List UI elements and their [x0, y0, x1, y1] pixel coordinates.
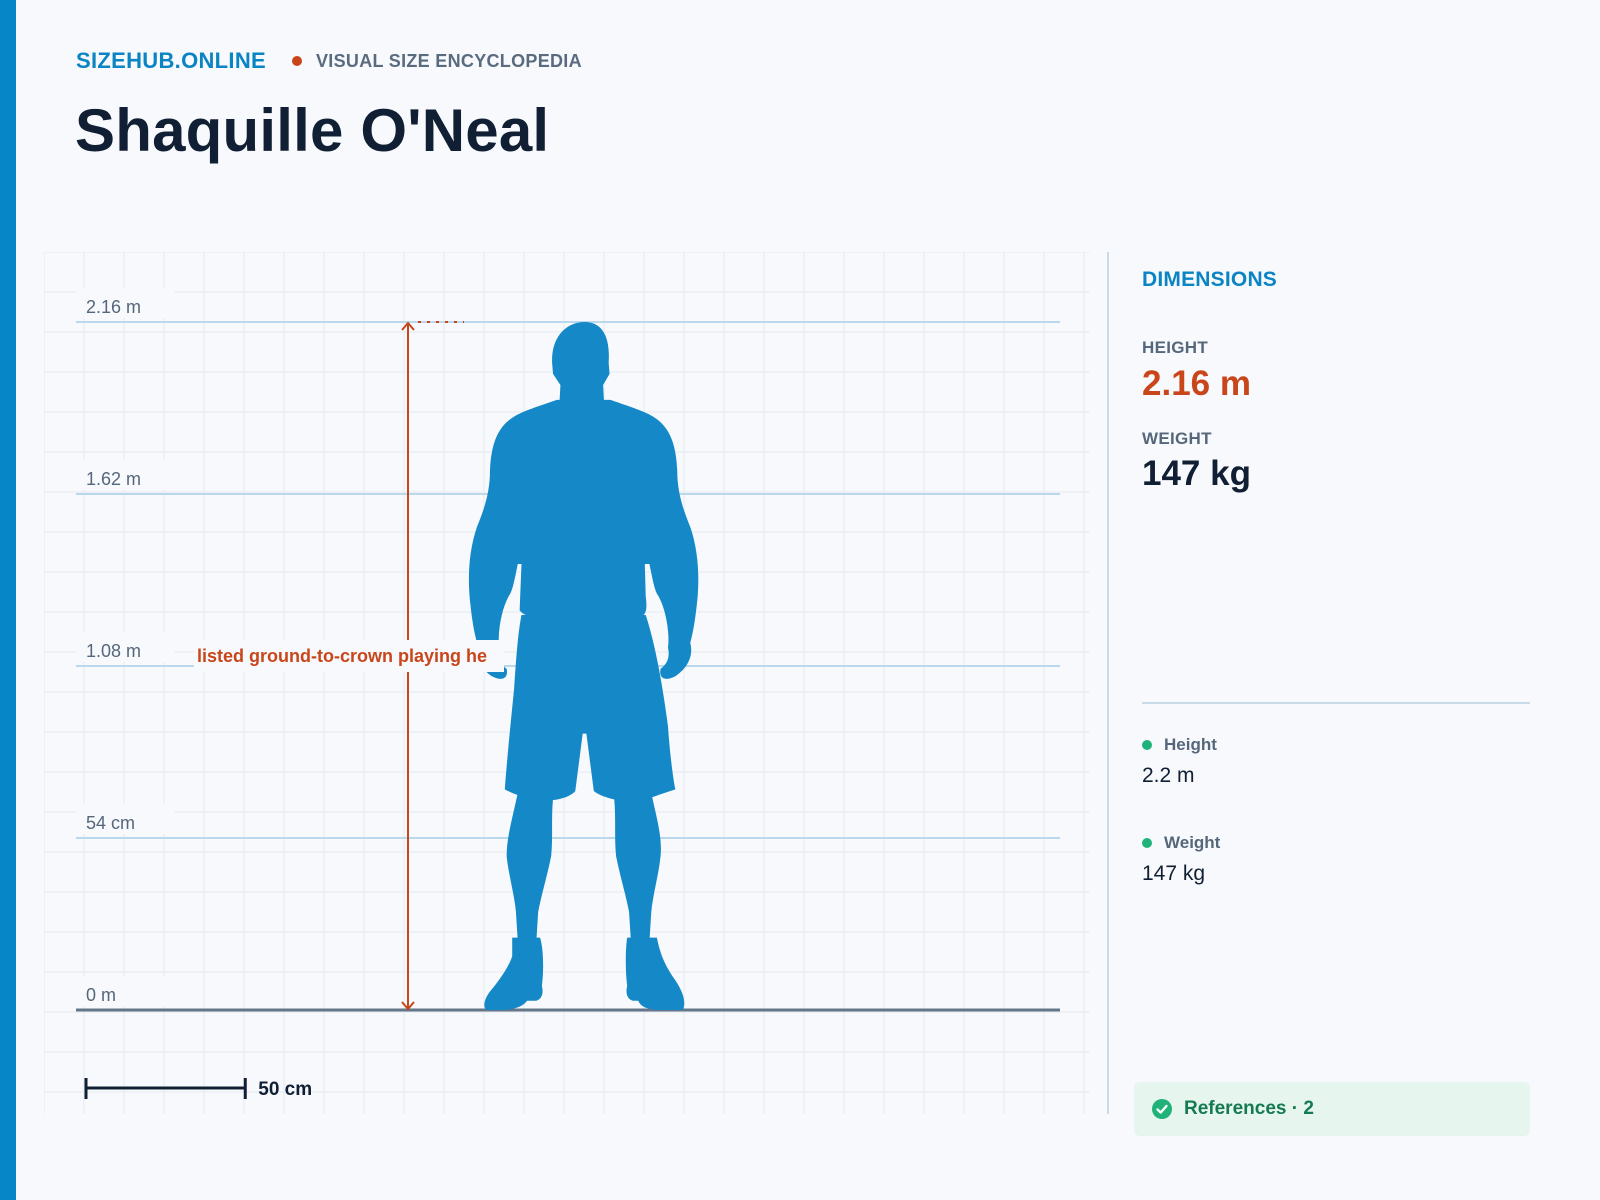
height-axis: 0 m 54 cm 1.08 m 1.62 m 2.16 m	[76, 288, 1060, 1012]
weight-value: 147 kg	[1142, 454, 1251, 493]
brand-name[interactable]: SIZEHUB.ONLINE	[76, 48, 266, 73]
height-label: HEIGHT	[1142, 338, 1209, 357]
check-circle-icon	[1152, 1099, 1172, 1119]
size-comparison-chart: 0 m 54 cm 1.08 m 1.62 m 2.16 m listed ground…	[44, 252, 1090, 1114]
axis-tick-label: 1.62 m	[86, 469, 141, 489]
source-height-label: Height	[1164, 735, 1217, 754]
accent-bar	[0, 0, 16, 1200]
measure-arrow-bottom	[401, 1001, 415, 1011]
source-height-row: Height	[1142, 735, 1217, 755]
measure-arrow-top	[401, 321, 415, 331]
measure-note: listed ground-to-crown playing he	[197, 646, 487, 666]
axis-label-background	[76, 632, 174, 662]
axis-label-background	[76, 804, 174, 834]
axis-label-background	[76, 460, 174, 490]
brand-tagline: VISUAL SIZE ENCYCLOPEDIA	[316, 50, 582, 71]
source-status-dot	[1142, 838, 1152, 848]
panel-divider	[1107, 252, 1109, 1114]
references-button[interactable]: References · 2	[1134, 1082, 1530, 1136]
page-title: Shaquille O'Neal	[75, 97, 550, 164]
axis-tick-label: 2.16 m	[86, 297, 141, 317]
person-silhouette-icon	[468, 322, 699, 1010]
source-height-value: 2.2 m	[1142, 764, 1195, 787]
height-value: 2.16 m	[1142, 364, 1251, 403]
axis-label-background	[76, 288, 174, 318]
axis-tick-label: 1.08 m	[86, 641, 141, 661]
axis-tick-label: 54 cm	[86, 813, 135, 833]
source-weight-label: Weight	[1164, 833, 1221, 852]
measure-note-background	[194, 640, 504, 672]
weight-label: WEIGHT	[1142, 429, 1212, 448]
scale-bar-label: 50 cm	[258, 1079, 312, 1100]
scale-bar: 50 cm	[84, 1078, 312, 1100]
chart-canvas: 0 m 54 cm 1.08 m 1.62 m 2.16 m listed ground…	[44, 252, 1090, 1114]
brand-row: SIZEHUB.ONLINE VISUAL SIZE ENCYCLOPEDIA	[76, 46, 582, 76]
panel-separator	[1142, 702, 1530, 704]
source-status-dot	[1142, 740, 1152, 750]
dimensions-heading: DIMENSIONS	[1142, 268, 1278, 291]
references-label: References · 2	[1184, 1098, 1314, 1119]
axis-label-background	[76, 976, 174, 1006]
axis-tick-label: 0 m	[86, 985, 116, 1005]
source-weight-row: Weight	[1142, 833, 1220, 853]
source-weight-value: 147 kg	[1142, 862, 1206, 885]
brand-separator-dot	[292, 56, 302, 66]
